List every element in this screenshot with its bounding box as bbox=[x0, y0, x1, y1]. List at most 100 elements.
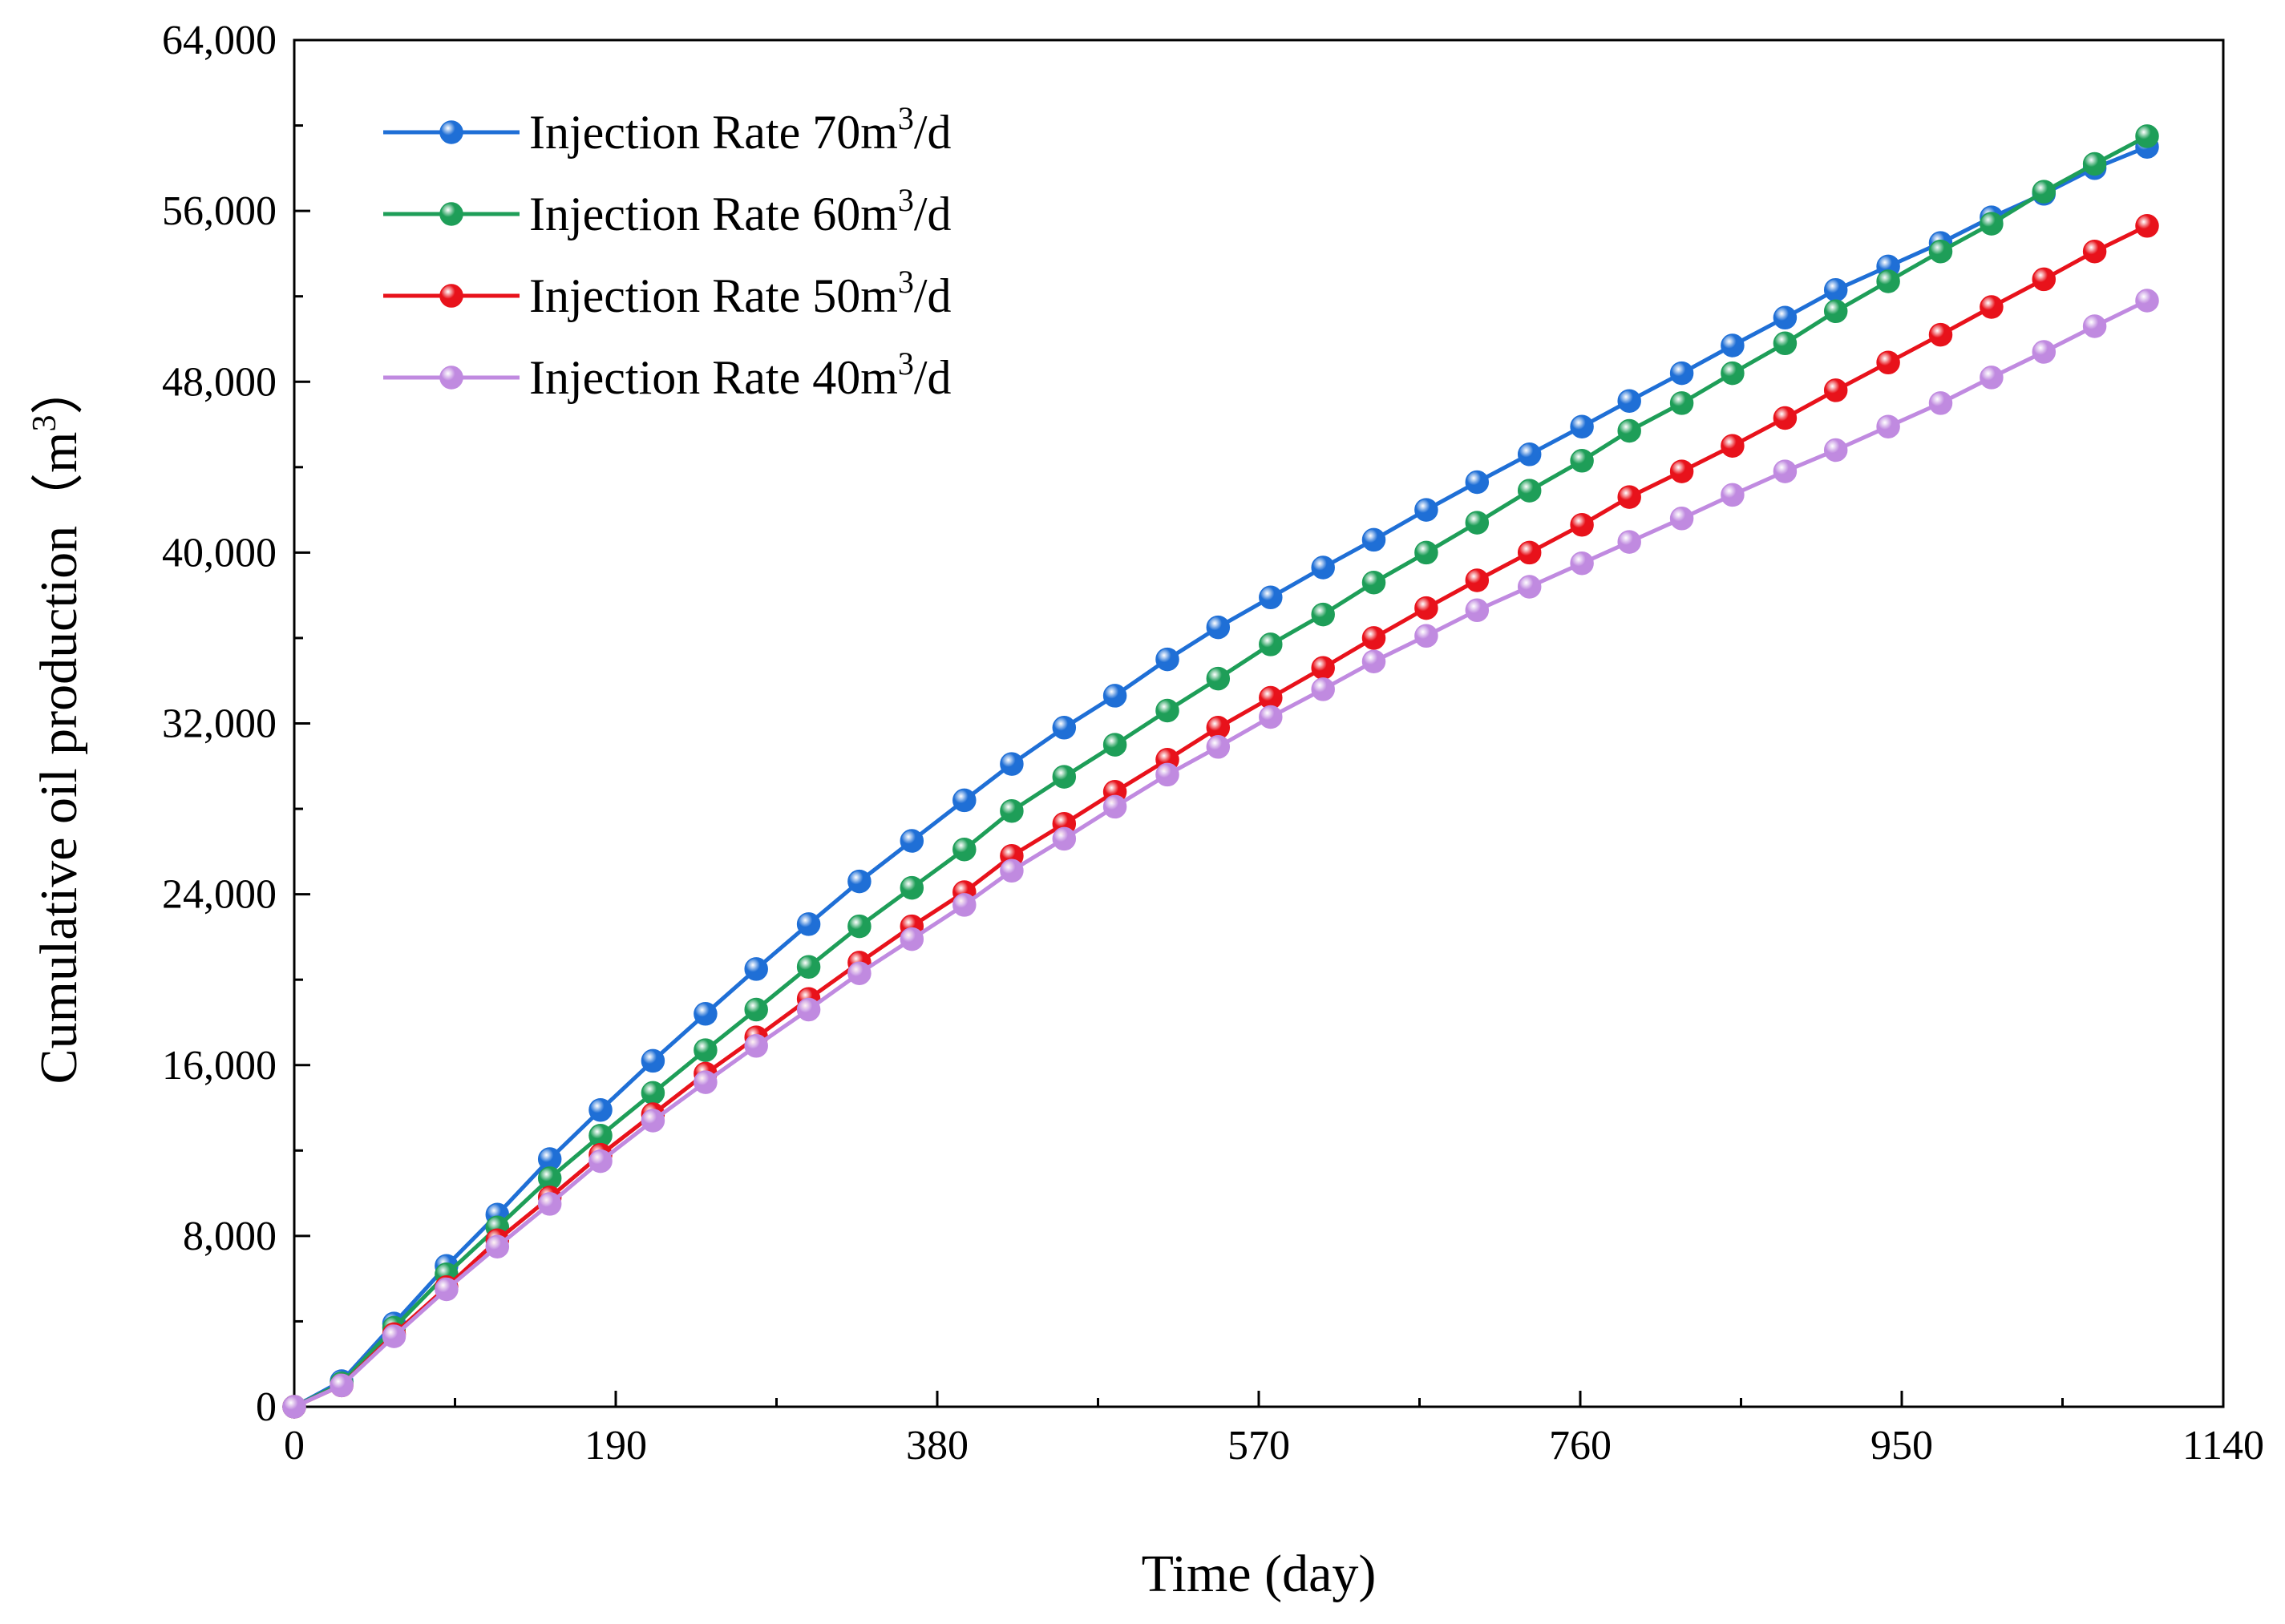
legend-label: Injection Rate 40m3/d bbox=[529, 345, 952, 404]
y-tick-label: 8,000 bbox=[183, 1214, 277, 1259]
data-point bbox=[1259, 705, 1283, 729]
data-point bbox=[1980, 366, 2004, 390]
data-point bbox=[1206, 615, 1231, 640]
data-point bbox=[694, 1070, 718, 1094]
data-point bbox=[796, 997, 821, 1022]
legend-entry: Injection Rate 60m3/d bbox=[383, 182, 952, 240]
data-point bbox=[330, 1373, 354, 1398]
data-point bbox=[1721, 483, 1745, 507]
data-point bbox=[2032, 180, 2056, 204]
legend-marker bbox=[439, 366, 463, 390]
data-point bbox=[1823, 438, 1848, 463]
data-point bbox=[485, 1234, 510, 1258]
data-point bbox=[1669, 459, 1694, 483]
legend-label-tail: /d bbox=[914, 106, 952, 159]
data-point bbox=[1669, 507, 1694, 531]
data-point bbox=[1517, 479, 1542, 503]
x-axis-title: Time (day) bbox=[1142, 1545, 1377, 1603]
data-point bbox=[1361, 649, 1386, 673]
data-point bbox=[2135, 289, 2159, 313]
data-point bbox=[1361, 570, 1386, 595]
y-axis-title: Cumulative oil production（m3） bbox=[26, 362, 88, 1085]
y-axis-title-unit-sup: 3 bbox=[26, 415, 63, 432]
data-point bbox=[537, 1192, 562, 1216]
data-point bbox=[1102, 684, 1127, 708]
data-point bbox=[1311, 677, 1335, 701]
data-point bbox=[1721, 361, 1745, 386]
data-point bbox=[1928, 322, 1953, 347]
data-point bbox=[1876, 269, 1900, 293]
data-point bbox=[744, 957, 768, 981]
data-point bbox=[1000, 798, 1024, 823]
data-point bbox=[2082, 314, 2107, 338]
data-point bbox=[1052, 716, 1077, 740]
data-point bbox=[900, 927, 924, 951]
data-point bbox=[1773, 459, 1798, 483]
legend-label-sup: 3 bbox=[898, 182, 914, 218]
data-point bbox=[847, 961, 872, 985]
data-point bbox=[1414, 540, 1438, 565]
y-tick-label: 0 bbox=[256, 1384, 277, 1430]
data-point bbox=[847, 914, 872, 939]
data-point bbox=[1876, 350, 1900, 375]
series-layer bbox=[282, 124, 2159, 1419]
data-point bbox=[1465, 598, 1490, 623]
legend-label-main: Injection Rate 50m bbox=[529, 269, 898, 322]
data-point bbox=[1155, 698, 1179, 723]
data-point bbox=[1311, 555, 1335, 580]
data-point bbox=[1000, 752, 1024, 776]
data-point bbox=[1876, 414, 1900, 438]
legend-marker bbox=[439, 202, 463, 226]
data-point bbox=[1773, 305, 1798, 330]
data-point bbox=[900, 875, 924, 900]
data-point bbox=[2032, 267, 2056, 292]
data-point bbox=[2082, 239, 2107, 264]
x-tick-label: 570 bbox=[1227, 1423, 1290, 1468]
legend-label-sup: 3 bbox=[898, 100, 914, 136]
data-point bbox=[641, 1048, 665, 1073]
data-point bbox=[952, 893, 977, 917]
data-point bbox=[641, 1081, 665, 1105]
legend-label-main: Injection Rate 40m bbox=[529, 351, 898, 404]
data-point bbox=[1361, 626, 1386, 650]
data-point bbox=[952, 837, 977, 862]
data-point bbox=[1414, 596, 1438, 620]
data-point bbox=[2135, 214, 2159, 238]
y-tick-label: 24,000 bbox=[162, 872, 277, 918]
y-axis-title-unit-open: （m bbox=[30, 432, 88, 526]
data-point bbox=[2082, 151, 2107, 176]
data-point bbox=[1361, 527, 1386, 552]
data-point bbox=[1570, 551, 1594, 576]
legend-entry: Injection Rate 50m3/d bbox=[383, 264, 952, 322]
data-point bbox=[1823, 277, 1848, 302]
data-point bbox=[382, 1324, 406, 1348]
data-point bbox=[1928, 391, 1953, 415]
data-point bbox=[1102, 794, 1127, 819]
legend-label-tail: /d bbox=[914, 351, 952, 404]
data-point bbox=[796, 955, 821, 979]
data-point bbox=[1259, 585, 1283, 610]
data-point bbox=[1000, 858, 1024, 883]
data-point bbox=[2135, 124, 2159, 148]
series-0 bbox=[282, 135, 2159, 1419]
data-point bbox=[1465, 511, 1490, 535]
data-point bbox=[1517, 575, 1542, 599]
series-3 bbox=[282, 289, 2159, 1419]
legend-label: Injection Rate 70m3/d bbox=[529, 100, 952, 159]
data-point bbox=[1980, 295, 2004, 319]
data-point bbox=[1052, 765, 1077, 789]
legend-label: Injection Rate 50m3/d bbox=[529, 264, 952, 322]
y-tick-label: 32,000 bbox=[162, 701, 277, 747]
data-point bbox=[1465, 568, 1490, 592]
data-point bbox=[1773, 331, 1798, 356]
data-point bbox=[1617, 389, 1641, 413]
data-point bbox=[282, 1395, 306, 1419]
legend-label-sup: 3 bbox=[898, 264, 914, 300]
data-point bbox=[694, 1002, 718, 1026]
data-point bbox=[1669, 361, 1694, 386]
data-point bbox=[1617, 530, 1641, 554]
data-point bbox=[744, 997, 768, 1022]
legend-label-main: Injection Rate 70m bbox=[529, 106, 898, 159]
data-point bbox=[694, 1038, 718, 1062]
